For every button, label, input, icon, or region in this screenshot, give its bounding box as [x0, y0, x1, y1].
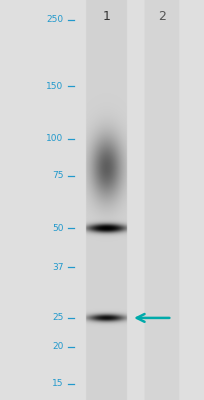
- Bar: [86, 20, 126, 384]
- Text: 150: 150: [46, 82, 63, 90]
- Text: 37: 37: [52, 263, 63, 272]
- Text: 2: 2: [157, 10, 165, 23]
- Text: 50: 50: [52, 224, 63, 233]
- Text: 20: 20: [52, 342, 63, 351]
- Text: 100: 100: [46, 134, 63, 143]
- Text: 15: 15: [52, 380, 63, 388]
- Text: 25: 25: [52, 314, 63, 322]
- Text: 1: 1: [102, 10, 110, 23]
- Text: 75: 75: [52, 171, 63, 180]
- Bar: [144, 20, 178, 384]
- Text: 250: 250: [46, 16, 63, 24]
